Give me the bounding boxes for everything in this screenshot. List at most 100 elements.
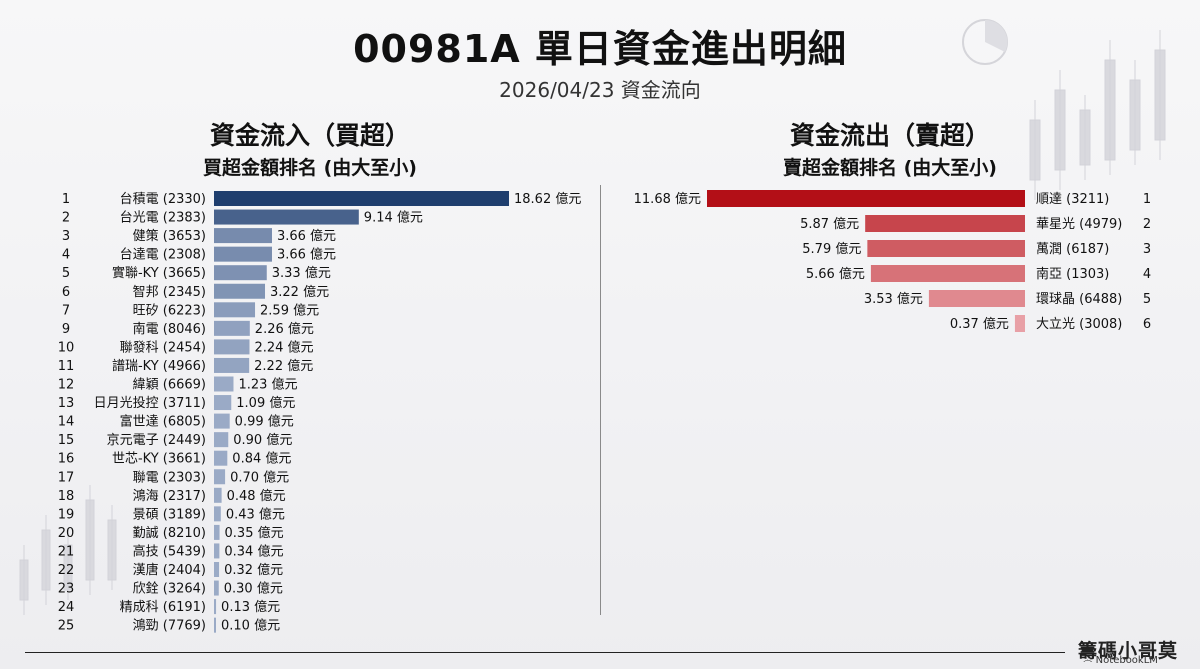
outflow-bar	[928, 290, 1025, 307]
inflow-value-label: 0.99 億元	[235, 414, 294, 430]
inflow-value-label: 1.09 億元	[236, 395, 295, 411]
inflow-category-label: 緯穎 (6669)	[133, 378, 206, 393]
inflow-bar	[214, 617, 216, 633]
inflow-value-label: 18.62 億元	[514, 191, 581, 207]
inflow-rank-label: 2	[62, 211, 70, 226]
inflow-category-label: 勤誠 (8210)	[133, 526, 206, 541]
inflow-bar	[214, 265, 267, 281]
inflow-category-label: 欣銓 (3264)	[133, 582, 206, 597]
inflow-value-label: 0.48 億元	[227, 488, 286, 504]
inflow-bar	[214, 320, 250, 336]
outflow-rank-label: 2	[1143, 217, 1151, 232]
inflow-value-label: 3.66 億元	[277, 247, 336, 263]
inflow-category-label: 實聯-KY (3665)	[112, 265, 206, 281]
inflow-value-label: 1.23 億元	[238, 377, 297, 393]
outflow-value-label: 3.53 億元	[864, 291, 923, 307]
inflow-value-label: 2.22 億元	[254, 358, 313, 374]
inflow-rank-label: 15	[58, 433, 75, 448]
bottom-rule	[25, 652, 1065, 653]
inflow-bar	[214, 209, 359, 225]
inflow-bar	[214, 376, 234, 392]
outflow-value-label: 0.37 億元	[950, 316, 1009, 332]
inflow-value-label: 0.30 億元	[224, 581, 283, 597]
inflow-category-label: 鴻勁 (7769)	[133, 619, 206, 634]
inflow-rank-label: 16	[58, 452, 75, 467]
outflow-category-label: 萬潤 (6187)	[1036, 242, 1109, 257]
inflow-value-label: 2.59 億元	[260, 302, 319, 318]
outflow-category-label: 大立光 (3008)	[1036, 317, 1122, 332]
notebooklm-brand: ෴ NotebookLM	[1083, 655, 1158, 666]
inflow-value-label: 0.43 億元	[226, 506, 285, 522]
inflow-category-label: 漢唐 (2404)	[133, 562, 206, 578]
inflow-rank-label: 25	[58, 619, 75, 634]
inflow-bar	[214, 599, 217, 615]
inflow-bar	[214, 302, 256, 318]
inflow-category-label: 旺矽 (6223)	[133, 303, 206, 318]
outflow-section-subtitle: 賣超金額排名 (由大至小)	[783, 157, 997, 179]
inflow-value-label: 3.33 億元	[272, 265, 331, 281]
inflow-rank-label: 12	[58, 378, 75, 393]
inflow-rank-label: 21	[58, 544, 75, 559]
inflow-rank-label: 23	[58, 582, 75, 597]
outflow-bar	[707, 190, 1025, 207]
inflow-rank-label: 22	[58, 563, 75, 578]
outflow-rank-label: 4	[1143, 267, 1151, 282]
inflow-rank-label: 11	[58, 359, 75, 374]
inflow-rank-label: 6	[62, 285, 70, 300]
inflow-rank-label: 3	[62, 229, 70, 244]
inflow-rank-label: 14	[58, 415, 75, 430]
inflow-value-label: 3.66 億元	[277, 228, 336, 244]
inflow-bar	[214, 357, 250, 373]
inflow-bar	[214, 339, 250, 355]
inflow-bar	[214, 413, 230, 429]
inflow-bar	[214, 562, 220, 577]
inflow-bar-chart: 1 台積電 (2330) 18.62 億元 2 台光電 (2383) 9.14 億元 3 健策…	[58, 191, 581, 634]
outflow-bar	[870, 265, 1025, 282]
outflow-bar	[867, 240, 1025, 257]
inflow-bar	[214, 228, 272, 244]
outflow-rank-label: 5	[1143, 292, 1151, 307]
inflow-value-label: 0.32 億元	[224, 562, 283, 578]
inflow-category-label: 京元電子 (2449)	[107, 433, 206, 448]
outflow-category-label: 華星光 (4979)	[1036, 217, 1122, 232]
inflow-rank-label: 1	[62, 192, 70, 207]
inflow-category-label: 聯發科 (2454)	[120, 340, 206, 355]
page-subtitle: 2026/04/23 資金流向	[499, 78, 701, 102]
center-divider	[600, 185, 601, 615]
inflow-section-title: 資金流入（買超）	[209, 121, 410, 150]
inflow-rank-label: 7	[62, 303, 70, 318]
inflow-value-label: 0.70 億元	[230, 469, 289, 485]
inflow-category-label: 聯電 (2303)	[133, 470, 206, 485]
inflow-bar	[214, 432, 229, 448]
outflow-bar	[1014, 315, 1025, 332]
inflow-category-label: 健策 (3653)	[133, 228, 206, 244]
outflow-value-label: 5.87 億元	[800, 216, 859, 232]
inflow-bar	[214, 469, 226, 485]
inflow-bar	[214, 506, 221, 522]
inflow-category-label: 富世達 (6805)	[120, 414, 206, 430]
inflow-value-label: 3.22 億元	[270, 284, 329, 300]
inflow-rank-label: 20	[58, 526, 75, 541]
inflow-bar	[214, 191, 509, 206]
inflow-category-label: 精成科 (6191)	[120, 600, 206, 615]
inflow-bar	[214, 487, 222, 503]
inflow-category-label: 世芯-KY (3661)	[112, 452, 206, 467]
inflow-bar	[214, 580, 219, 596]
outflow-value-label: 11.68 億元	[634, 191, 701, 207]
outflow-bar	[865, 215, 1025, 232]
inflow-category-label: 譜瑞-KY (4966)	[112, 359, 206, 374]
inflow-rank-label: 19	[58, 507, 75, 522]
watermark-text: 籌碼小哥莫	[1078, 640, 1179, 662]
inflow-rank-label: 17	[58, 470, 75, 485]
inflow-rank-label: 5	[62, 266, 70, 281]
inflow-value-label: 0.35 億元	[225, 525, 284, 541]
inflow-value-label: 2.26 億元	[255, 321, 314, 337]
outflow-category-label: 順達 (3211)	[1036, 192, 1109, 207]
inflow-value-label: 0.84 億元	[232, 451, 291, 467]
inflow-bar	[214, 524, 220, 540]
inflow-category-label: 台達電 (2308)	[120, 248, 206, 263]
inflow-bar	[214, 395, 232, 411]
inflow-value-label: 0.34 億元	[224, 543, 283, 559]
